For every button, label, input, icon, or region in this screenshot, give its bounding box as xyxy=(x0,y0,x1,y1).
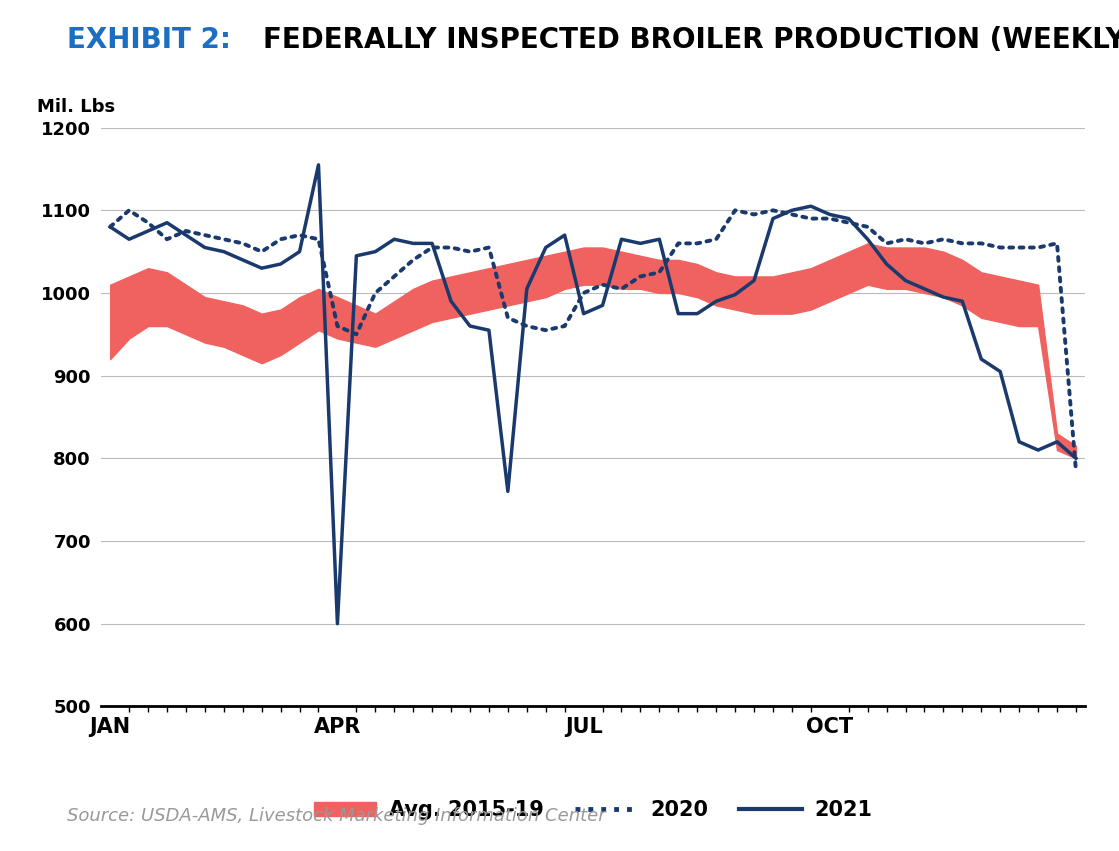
Text: FEDERALLY INSPECTED BROILER PRODUCTION (WEEKLY): FEDERALLY INSPECTED BROILER PRODUCTION (… xyxy=(263,26,1119,54)
Text: Source: USDA-AMS, Livestock Marketing Information Center: Source: USDA-AMS, Livestock Marketing In… xyxy=(67,808,605,825)
Legend: Avg. 2015-19, 2020, 2021: Avg. 2015-19, 2020, 2021 xyxy=(305,792,881,829)
Text: Mil. Lbs: Mil. Lbs xyxy=(37,98,115,116)
Text: EXHIBIT 2:: EXHIBIT 2: xyxy=(67,26,241,54)
